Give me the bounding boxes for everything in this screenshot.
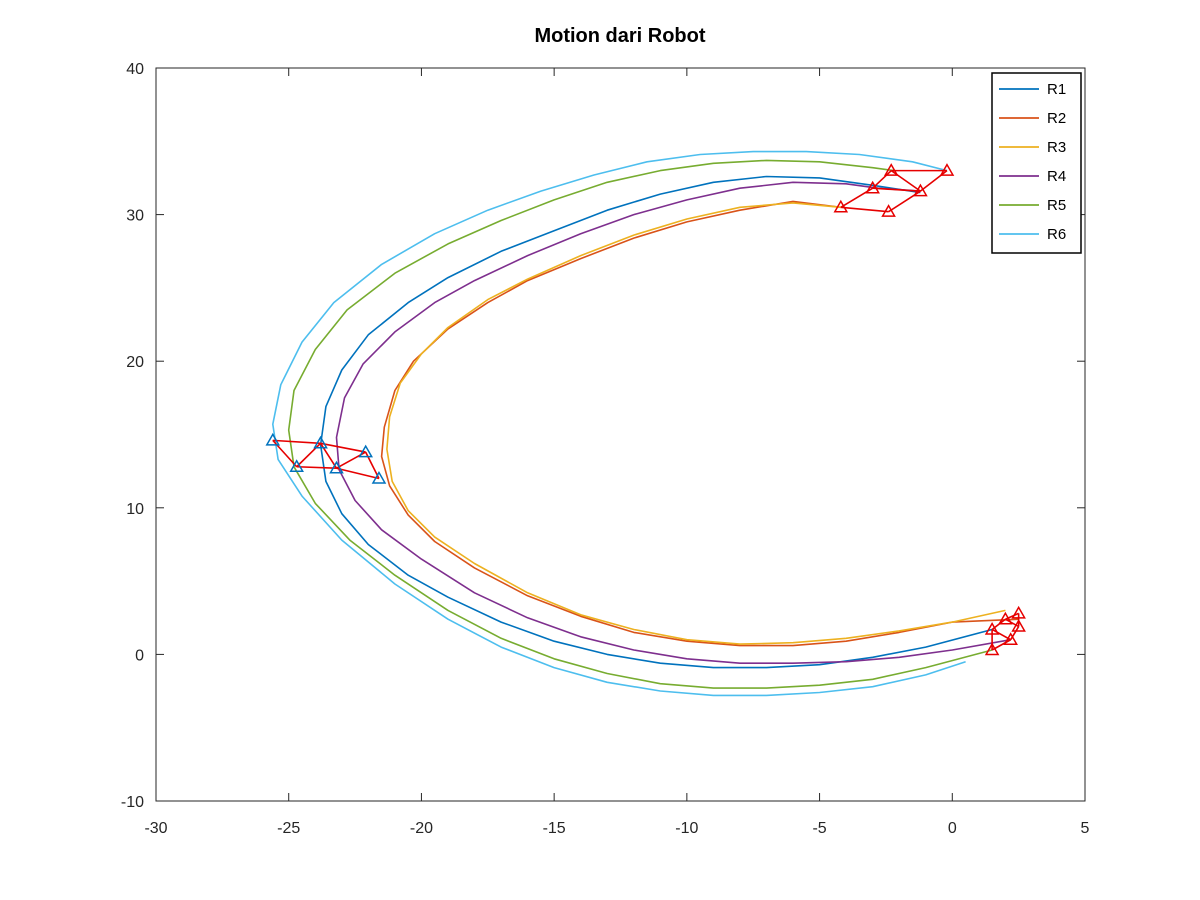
x-tick-label: -10 bbox=[675, 820, 698, 837]
robot-marker bbox=[371, 470, 387, 484]
x-tick-label: -15 bbox=[543, 820, 566, 837]
robot-marker bbox=[865, 180, 880, 194]
formation-link bbox=[840, 206, 889, 213]
robot-marker bbox=[1011, 605, 1026, 619]
formation-link bbox=[272, 439, 321, 445]
series-line-r5 bbox=[287, 159, 993, 689]
axis-ticks: -30 -25 -20 -15 -10 -5 0 5 -10 0 10 20 30 40 bbox=[121, 61, 1090, 837]
series-line-r6 bbox=[271, 150, 966, 697]
formation-link bbox=[919, 169, 948, 192]
legend-label: R5 bbox=[1047, 197, 1066, 214]
robot-marker bbox=[984, 621, 1000, 635]
legend-label: R4 bbox=[1047, 168, 1066, 185]
formation-link bbox=[336, 467, 380, 480]
robot-marker bbox=[1003, 632, 1018, 645]
robot-marker bbox=[881, 204, 896, 217]
y-tick-label: 0 bbox=[135, 647, 144, 664]
series-line-r1 bbox=[319, 175, 993, 669]
legend-label: R1 bbox=[1047, 81, 1066, 98]
formation-link bbox=[296, 465, 337, 470]
robot-marker bbox=[358, 444, 373, 458]
robot-marker bbox=[833, 199, 849, 213]
series-line-r4 bbox=[335, 181, 1011, 665]
robot-marker bbox=[1011, 619, 1026, 632]
x-tick-label: -20 bbox=[410, 820, 433, 837]
x-tick-label: -5 bbox=[812, 820, 826, 837]
robot-marker bbox=[883, 163, 899, 176]
series-line-r2 bbox=[380, 200, 1019, 647]
robot-marker bbox=[998, 611, 1013, 625]
formation-link bbox=[872, 170, 892, 189]
x-tick-label: -25 bbox=[277, 820, 300, 837]
robot-marker bbox=[984, 642, 1000, 656]
axes-box bbox=[155, 67, 1086, 802]
robot-marker bbox=[939, 163, 955, 176]
legend-box bbox=[991, 72, 1082, 254]
legend-label: R6 bbox=[1047, 226, 1066, 243]
robot-markers bbox=[265, 163, 1026, 656]
series-line-r3 bbox=[386, 202, 1006, 645]
robot-marker bbox=[265, 432, 281, 446]
robot-marker bbox=[913, 183, 928, 197]
robot-marker bbox=[313, 435, 328, 449]
legend: R1 R2 R3 R4 R5 R6 bbox=[991, 72, 1082, 254]
y-tick-label: 10 bbox=[126, 501, 144, 518]
y-tick-label: 30 bbox=[126, 208, 144, 225]
x-tick-label: -30 bbox=[144, 820, 167, 837]
y-tick-label: 20 bbox=[126, 354, 144, 371]
formation-link bbox=[320, 442, 366, 453]
y-tick-label: -10 bbox=[121, 794, 144, 811]
legend-label: R2 bbox=[1047, 110, 1066, 127]
robot-marker bbox=[289, 459, 304, 473]
x-tick-label: 0 bbox=[948, 820, 957, 837]
formation-link bbox=[872, 187, 921, 192]
plot-area bbox=[156, 68, 1085, 801]
y-tick-label: 40 bbox=[126, 61, 144, 78]
legend-label: R3 bbox=[1047, 139, 1066, 156]
series-layer bbox=[271, 150, 1019, 697]
chart-title: Motion dari Robot bbox=[534, 25, 705, 47]
robot-marker bbox=[329, 460, 344, 474]
x-tick-label: 5 bbox=[1081, 820, 1090, 837]
